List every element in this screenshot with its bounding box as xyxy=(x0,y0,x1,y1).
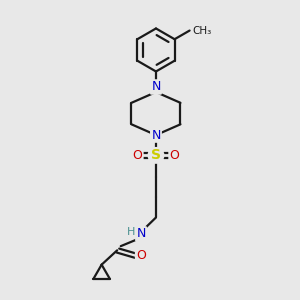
Text: O: O xyxy=(169,149,179,162)
Text: O: O xyxy=(133,149,142,162)
Text: N: N xyxy=(136,227,146,240)
Text: S: S xyxy=(151,148,161,162)
Circle shape xyxy=(148,148,164,163)
Text: CH₃: CH₃ xyxy=(192,26,211,36)
Text: N: N xyxy=(151,80,161,94)
Text: H: H xyxy=(126,226,135,236)
Text: O: O xyxy=(136,249,146,262)
Text: N: N xyxy=(151,129,161,142)
